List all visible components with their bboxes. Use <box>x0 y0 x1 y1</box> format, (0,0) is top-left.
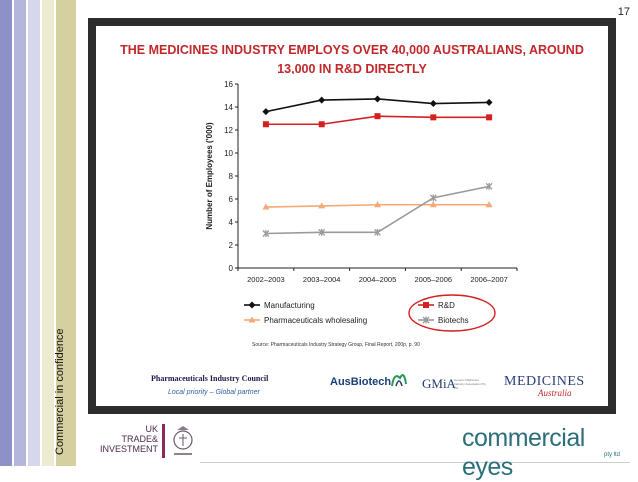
y-tick-label: 6 <box>229 195 234 204</box>
x-tick-label: 2006–2007 <box>470 275 508 284</box>
legend-label-pharmaceuticals-wholesaling: Pharmaceuticals wholesaling <box>264 316 367 325</box>
data-point-r-d <box>318 121 325 128</box>
uk-trade-investment-logo: UK TRADE& INVESTMENT <box>88 424 158 454</box>
data-point-manufacturing <box>318 96 326 104</box>
embedded-slide: THE MEDICINES INDUSTRY EMPLOYS OVER 40,0… <box>96 26 608 406</box>
data-point-manufacturing <box>374 95 381 103</box>
page-number: 17 <box>617 6 630 18</box>
data-point-manufacturing <box>485 98 493 106</box>
data-point-pharmaceuticals-wholesaling <box>429 201 437 208</box>
y-tick-label: 12 <box>224 126 233 135</box>
data-point-biotechs <box>318 228 326 236</box>
y-tick-label: 8 <box>229 172 234 181</box>
data-point-biotechs <box>429 194 437 202</box>
gmia-subtitle: Generic Medicines Industry Association P… <box>454 378 486 390</box>
y-tick-label: 10 <box>224 149 233 158</box>
slide-title-line-2: 13,000 IN R&D DIRECTLY <box>277 62 427 74</box>
commercial-eyes-subtitle: pty ltd <box>604 452 621 458</box>
data-point-r-d <box>374 113 381 120</box>
data-point-manufacturing <box>262 108 270 116</box>
data-point-biotechs <box>485 182 493 190</box>
x-tick-label: 2002–2003 <box>247 275 285 284</box>
legend-label-r-d: R&D <box>438 301 455 310</box>
x-tick-label: 2005–2006 <box>415 275 453 284</box>
data-point-manufacturing <box>429 100 437 108</box>
y-tick-label: 16 <box>224 80 233 89</box>
uk-trade-line: UK <box>145 424 158 434</box>
data-point-pharmaceuticals-wholesaling <box>262 203 270 210</box>
medicines-australia-script: Australia <box>538 388 572 398</box>
ausbiotech-logo: AusBiotech <box>330 376 392 388</box>
legend-marker-r-d <box>423 302 429 308</box>
confidentiality-label: Commercial in confidence <box>54 328 66 455</box>
medicines-australia-logo: MEDICINES <box>504 374 585 389</box>
data-point-biotechs <box>374 228 381 236</box>
y-axis-title: Number of Employees ('000) <box>205 122 214 230</box>
data-point-r-d <box>262 121 269 128</box>
royal-crest-icon <box>173 426 193 455</box>
gmia-logo: GMiA <box>422 376 456 391</box>
footer-divider <box>200 462 630 463</box>
legend-label-manufacturing: Manufacturing <box>264 301 315 310</box>
x-tick-label: 2004–2005 <box>359 275 397 284</box>
side-stripe-4 <box>42 0 54 466</box>
data-point-r-d <box>430 114 437 121</box>
y-tick-label: 4 <box>229 218 234 227</box>
data-point-pharmaceuticals-wholesaling <box>374 201 381 208</box>
data-point-biotechs <box>262 230 270 237</box>
series-line-biotechs <box>265 185 490 235</box>
legend-highlight-circle <box>408 294 496 332</box>
x-tick-label: 2003–2004 <box>303 275 341 284</box>
y-tick-label: 0 <box>229 264 234 273</box>
side-stripe-5 <box>56 0 76 466</box>
data-point-pharmaceuticals-wholesaling <box>485 201 493 208</box>
legend-marker-biotechs <box>422 316 430 324</box>
side-stripe-3 <box>28 0 40 466</box>
side-stripe-2 <box>14 0 26 466</box>
council-name: Pharmaceuticals Industry Council <box>151 374 269 383</box>
data-point-pharmaceuticals-wholesaling <box>318 202 326 209</box>
employment-line-chart: 0 2 4 6 8 10 12 14 16 2002–2003 2003–2004 2004–2005… <box>205 80 518 332</box>
commercial-eyes-logo: commercial eyes <box>462 424 585 481</box>
uk-logo-divider <box>162 424 165 458</box>
legend-label-biotechs: Biotechs <box>438 316 469 325</box>
data-point-r-d <box>486 114 493 121</box>
y-tick-label: 14 <box>224 103 233 112</box>
y-tick-label: 2 <box>229 241 234 250</box>
legend-marker-manufacturing <box>248 301 256 309</box>
chart-source-note: Source: Pharmaceuticals Industry Strateg… <box>252 342 420 348</box>
ausbiotech-swirl-icon <box>391 374 407 387</box>
uk-trade-line: INVESTMENT <box>99 444 158 454</box>
legend-marker-pharmaceuticals-wholesaling <box>248 316 256 323</box>
side-stripe-1 <box>0 0 12 466</box>
slide-title-line-1: THE MEDICINES INDUSTRY EMPLOYS OVER 40,0… <box>120 43 584 57</box>
uk-trade-line: TRADE& <box>121 434 158 444</box>
council-tagline: Local priority – Global partner <box>168 389 260 396</box>
